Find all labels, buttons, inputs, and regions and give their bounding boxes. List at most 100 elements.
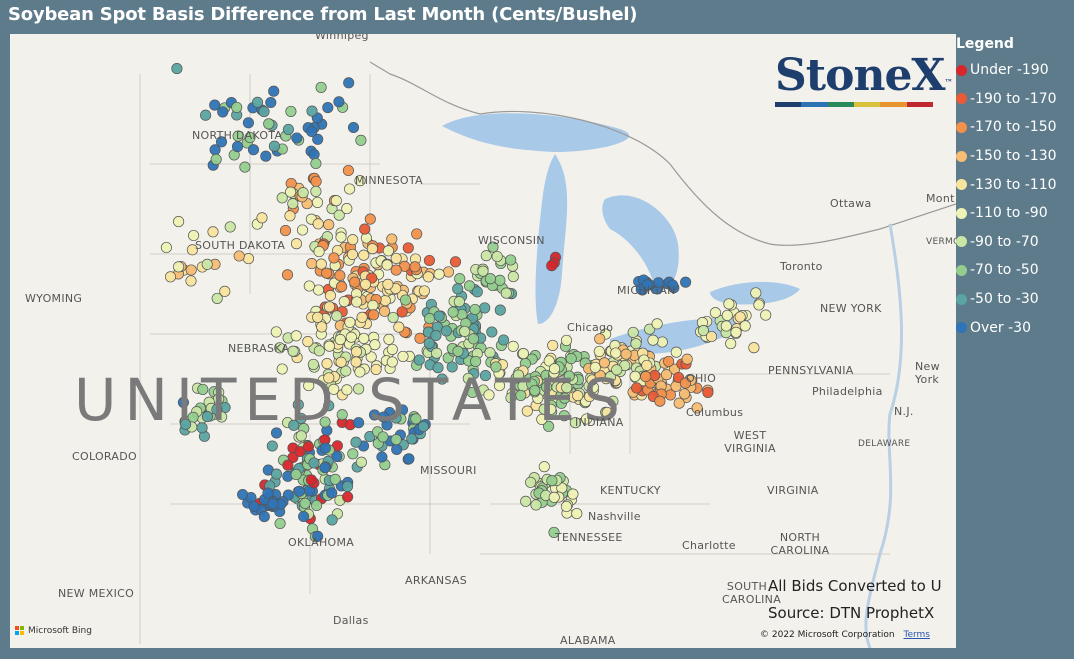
bid-point[interactable] [379,295,391,307]
bid-point[interactable] [209,99,221,111]
bid-point[interactable] [739,320,751,332]
bid-point[interactable] [164,271,177,283]
bid-point[interactable] [270,326,282,338]
bid-point[interactable] [486,326,498,338]
bid-point[interactable] [663,355,675,367]
bid-point[interactable] [335,356,347,368]
bid-point[interactable] [270,468,283,480]
bid-point[interactable] [631,382,643,394]
bid-point[interactable] [462,372,474,384]
bid-point[interactable] [302,441,314,453]
bid-point[interactable] [284,210,296,222]
bid-point[interactable] [620,348,632,360]
legend-item[interactable]: Under -190 [956,56,1074,85]
map-svg[interactable] [10,34,956,648]
bid-point[interactable] [287,345,299,357]
bid-point[interactable] [548,526,560,538]
bid-point[interactable] [760,309,772,321]
bid-point[interactable] [432,362,444,374]
bid-point[interactable] [390,412,402,424]
bid-point[interactable] [418,285,430,297]
bid-point[interactable] [654,395,666,407]
bid-point[interactable] [347,448,359,460]
bid-point[interactable] [258,106,270,118]
bid-point[interactable] [546,260,558,272]
bid-point[interactable] [344,316,356,328]
bid-point[interactable] [323,340,335,352]
bid-point[interactable] [311,196,324,208]
bid-point[interactable] [521,405,533,417]
bid-point[interactable] [263,118,275,130]
bid-point[interactable] [390,434,402,446]
bid-point[interactable] [350,346,363,358]
bid-point[interactable] [505,254,517,266]
bid-point[interactable] [376,451,388,463]
bid-point[interactable] [359,278,372,290]
terms-link[interactable]: Terms [903,630,930,640]
bid-point[interactable] [709,307,721,319]
bid-point[interactable] [217,106,229,118]
bid-point[interactable] [341,203,353,215]
bid-point[interactable] [219,285,231,297]
bid-point[interactable] [491,250,503,263]
bid-point[interactable] [180,418,192,430]
bid-point[interactable] [294,445,306,458]
bid-point[interactable] [500,287,512,299]
bid-point[interactable] [610,347,622,359]
bid-point[interactable] [449,256,462,268]
bid-point[interactable] [484,347,496,359]
bid-point[interactable] [282,123,294,135]
bid-point[interactable] [424,313,436,325]
bid-point[interactable] [287,198,299,210]
bid-point[interactable] [594,333,606,345]
bid-point[interactable] [423,337,435,349]
bid-point[interactable] [370,363,382,375]
bid-point[interactable] [447,306,459,318]
bid-point[interactable] [323,301,336,313]
bid-point[interactable] [308,148,320,160]
bid-point[interactable] [292,399,304,411]
bid-point[interactable] [721,309,733,321]
bid-point[interactable] [505,392,517,404]
bid-point[interactable] [319,442,331,454]
bid-point[interactable] [200,109,212,121]
bid-point[interactable] [410,413,422,425]
bid-point[interactable] [390,264,402,276]
bid-point[interactable] [705,330,718,343]
bid-point[interactable] [507,340,519,352]
bid-point[interactable] [490,361,502,373]
bid-point[interactable] [382,245,394,257]
bid-point[interactable] [673,397,685,409]
bid-point[interactable] [323,372,335,384]
bid-point[interactable] [558,410,570,422]
bid-point[interactable] [627,326,639,338]
bid-point[interactable] [237,488,249,501]
bid-point[interactable] [211,403,223,416]
bid-point[interactable] [469,303,481,316]
bid-point[interactable] [197,383,209,395]
bid-point[interactable] [335,231,347,243]
bid-point[interactable] [517,348,529,360]
bid-point[interactable] [312,133,324,145]
bid-point[interactable] [281,269,294,281]
bid-point[interactable] [282,459,294,471]
bid-point[interactable] [580,413,593,425]
bid-point[interactable] [173,216,185,228]
bid-point[interactable] [436,373,448,385]
bid-point[interactable] [355,134,367,146]
bid-point[interactable] [274,342,286,354]
bid-point[interactable] [342,164,354,177]
bid-point[interactable] [312,311,324,323]
bid-point[interactable] [378,411,390,423]
bid-point[interactable] [560,500,572,513]
bid-point[interactable] [345,331,357,343]
bid-point[interactable] [285,186,297,198]
bid-point[interactable] [343,77,355,89]
bid-point[interactable] [386,233,398,245]
bid-point[interactable] [319,416,331,428]
bid-point[interactable] [224,221,236,233]
bid-point[interactable] [548,491,560,503]
bid-point[interactable] [160,241,172,254]
bid-point[interactable] [494,274,506,286]
bid-point[interactable] [341,384,353,396]
